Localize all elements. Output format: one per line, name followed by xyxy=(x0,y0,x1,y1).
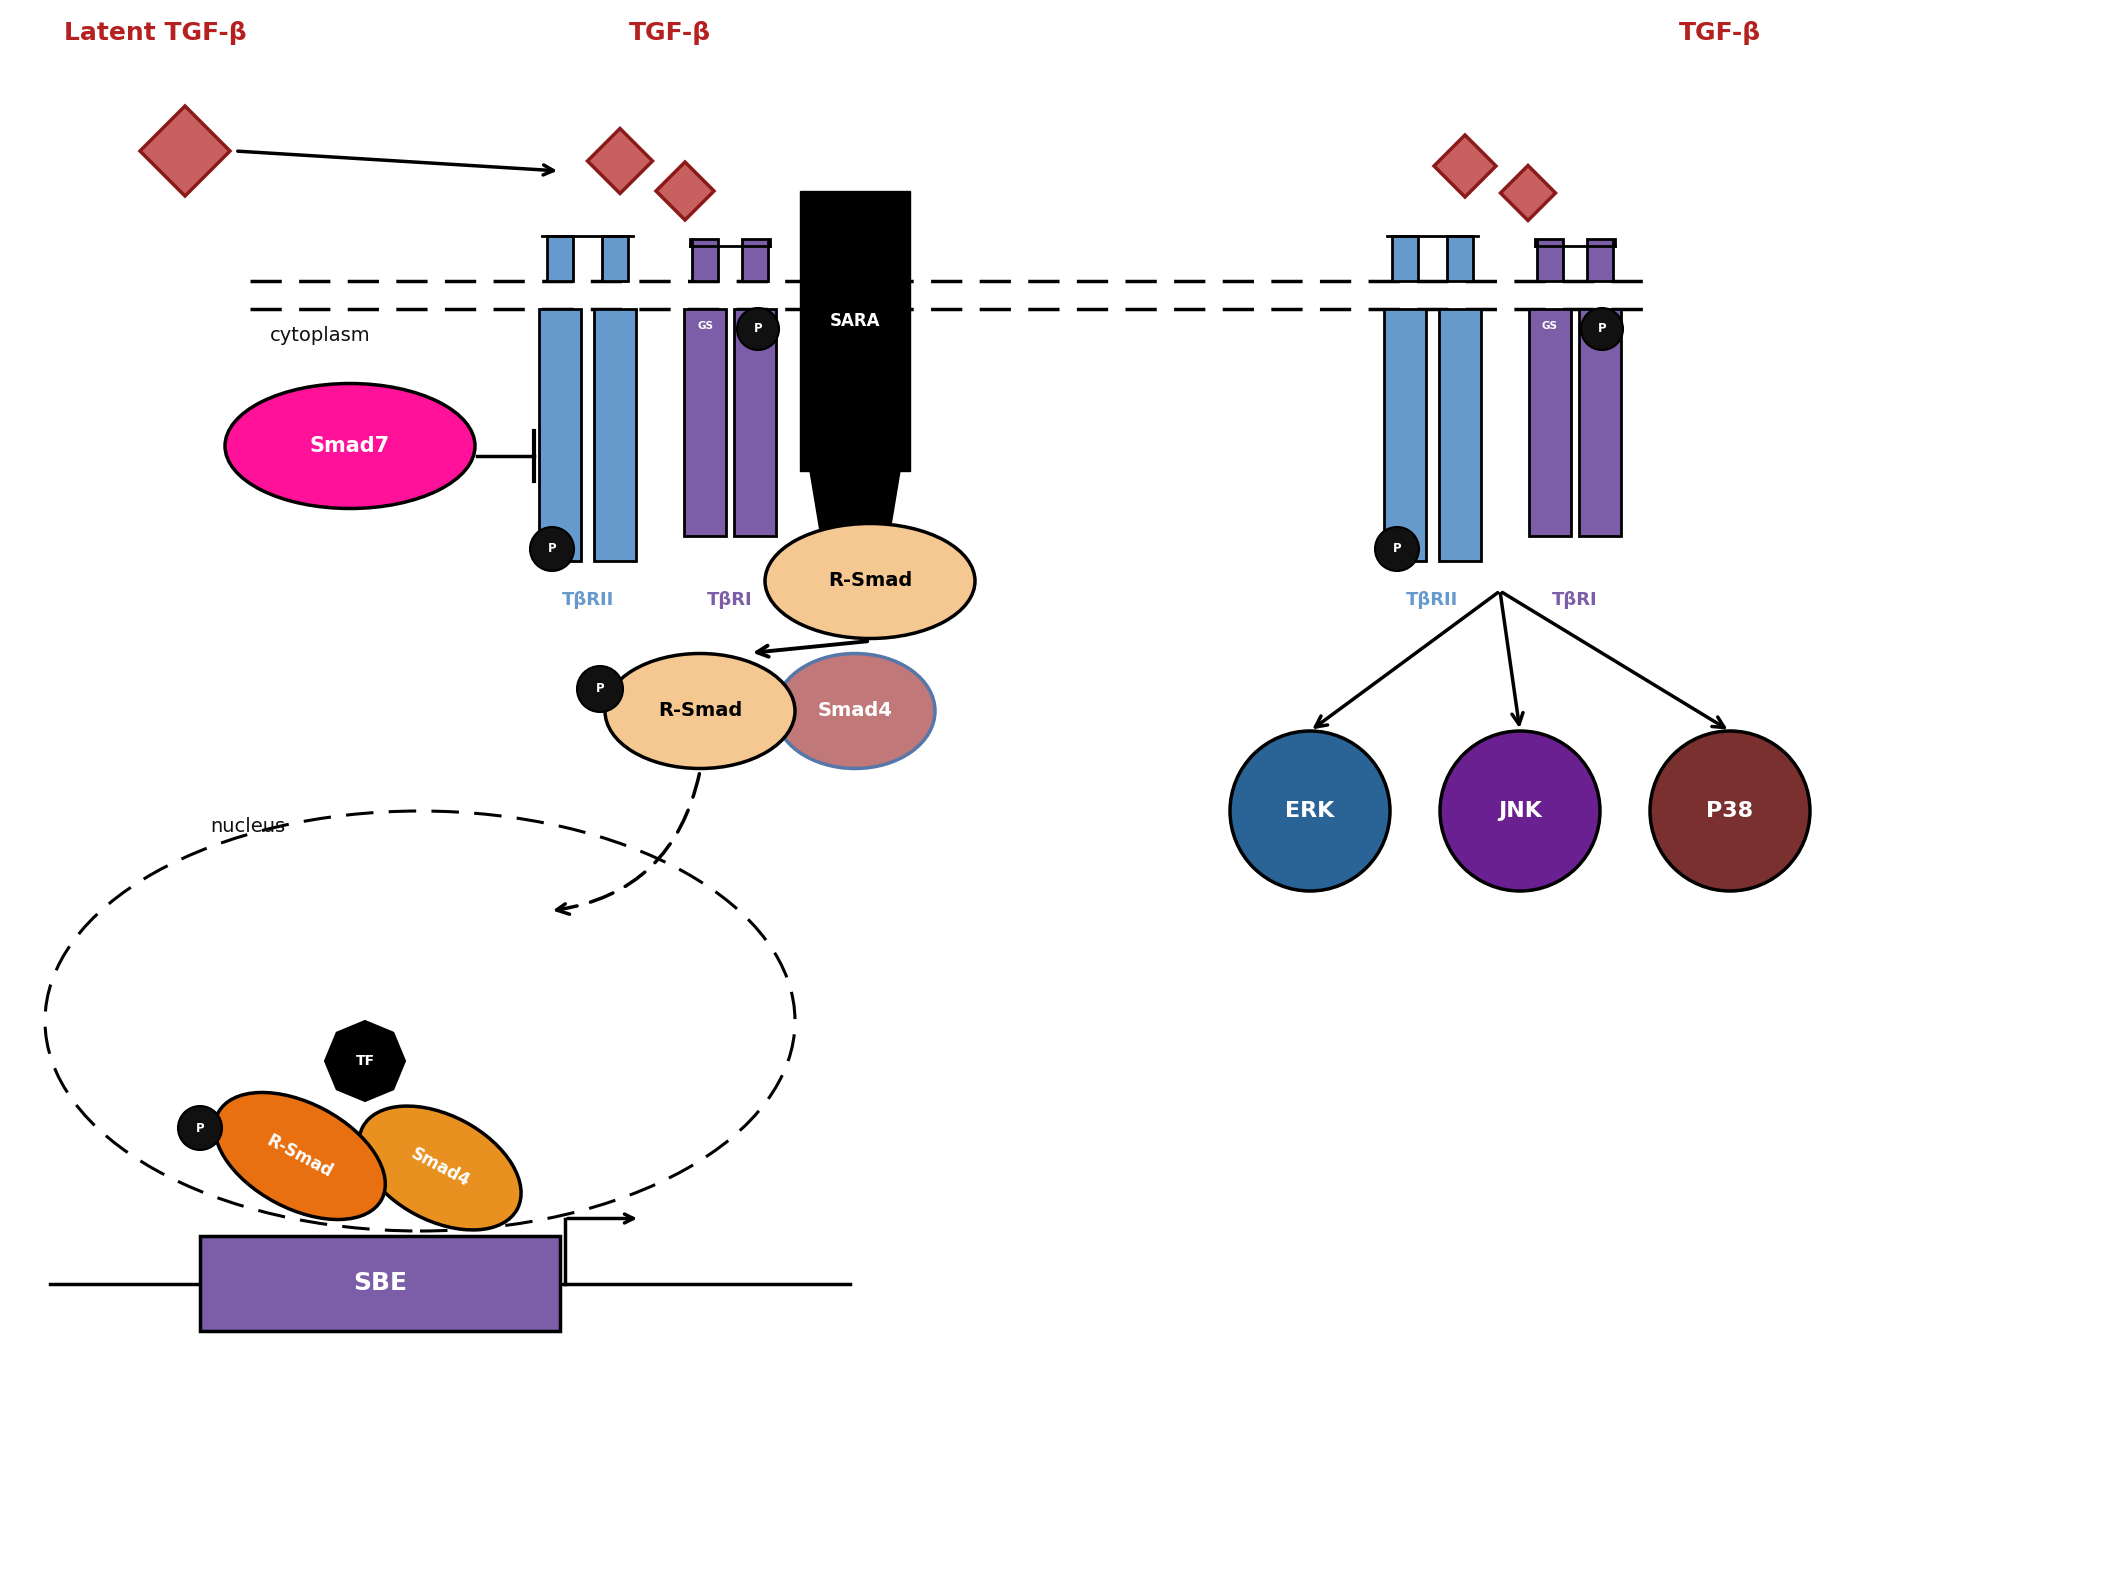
Text: nucleus: nucleus xyxy=(211,818,285,835)
Polygon shape xyxy=(587,129,652,194)
Ellipse shape xyxy=(766,523,975,638)
FancyBboxPatch shape xyxy=(692,239,717,282)
FancyBboxPatch shape xyxy=(1530,309,1572,536)
Circle shape xyxy=(576,667,622,713)
Text: TβRI: TβRI xyxy=(707,590,753,609)
FancyBboxPatch shape xyxy=(734,309,776,536)
Text: Latent TGF-β: Latent TGF-β xyxy=(63,21,247,45)
Text: TGF-β: TGF-β xyxy=(1680,21,1762,45)
Text: Smad4: Smad4 xyxy=(817,702,893,721)
Text: JNK: JNK xyxy=(1498,800,1542,821)
FancyBboxPatch shape xyxy=(546,235,574,282)
Text: ERK: ERK xyxy=(1285,800,1336,821)
Text: R-Smad: R-Smad xyxy=(658,702,743,721)
Text: Smad4: Smad4 xyxy=(407,1146,473,1192)
Text: Smad7: Smad7 xyxy=(310,436,390,457)
FancyBboxPatch shape xyxy=(800,191,909,471)
Circle shape xyxy=(1439,730,1599,891)
Text: TβRII: TβRII xyxy=(1407,590,1458,609)
Text: P: P xyxy=(196,1122,205,1134)
Ellipse shape xyxy=(359,1106,521,1230)
Text: P: P xyxy=(753,323,762,336)
Text: SBE: SBE xyxy=(352,1271,407,1295)
Text: P: P xyxy=(1597,323,1606,336)
Circle shape xyxy=(1580,309,1623,350)
Text: TβRI: TβRI xyxy=(1553,590,1597,609)
FancyBboxPatch shape xyxy=(1384,309,1426,562)
Text: TF: TF xyxy=(354,1053,376,1068)
Text: P: P xyxy=(1393,543,1401,555)
Text: cytoplasm: cytoplasm xyxy=(270,326,371,345)
Ellipse shape xyxy=(774,654,935,768)
Circle shape xyxy=(1650,730,1810,891)
FancyBboxPatch shape xyxy=(601,235,629,282)
FancyBboxPatch shape xyxy=(1587,239,1612,282)
Text: P38: P38 xyxy=(1707,800,1753,821)
Text: TβRII: TβRII xyxy=(561,590,614,609)
Polygon shape xyxy=(139,107,230,196)
Circle shape xyxy=(530,527,574,571)
FancyBboxPatch shape xyxy=(538,309,580,562)
Ellipse shape xyxy=(606,654,795,768)
Text: R-Smad: R-Smad xyxy=(264,1131,335,1181)
FancyBboxPatch shape xyxy=(1439,309,1481,562)
Ellipse shape xyxy=(215,1093,386,1220)
FancyBboxPatch shape xyxy=(743,239,768,282)
FancyBboxPatch shape xyxy=(1393,235,1418,282)
Circle shape xyxy=(1376,527,1420,571)
Text: GS: GS xyxy=(696,321,713,331)
FancyBboxPatch shape xyxy=(595,309,635,562)
Polygon shape xyxy=(656,162,713,220)
FancyBboxPatch shape xyxy=(1447,235,1473,282)
Circle shape xyxy=(736,309,779,350)
Circle shape xyxy=(177,1106,222,1150)
Text: P: P xyxy=(549,543,557,555)
Text: P: P xyxy=(595,683,603,695)
Polygon shape xyxy=(810,471,901,531)
Ellipse shape xyxy=(226,383,475,509)
FancyBboxPatch shape xyxy=(684,309,726,536)
Text: GS: GS xyxy=(1542,321,1557,331)
FancyBboxPatch shape xyxy=(1578,309,1620,536)
Text: R-Smad: R-Smad xyxy=(827,571,912,590)
Text: TGF-β: TGF-β xyxy=(629,21,711,45)
Polygon shape xyxy=(1500,165,1555,221)
Text: SARA: SARA xyxy=(829,312,880,329)
FancyBboxPatch shape xyxy=(200,1236,559,1332)
FancyBboxPatch shape xyxy=(1536,239,1564,282)
Circle shape xyxy=(1230,730,1390,891)
FancyArrowPatch shape xyxy=(557,773,698,915)
Polygon shape xyxy=(1435,135,1496,197)
